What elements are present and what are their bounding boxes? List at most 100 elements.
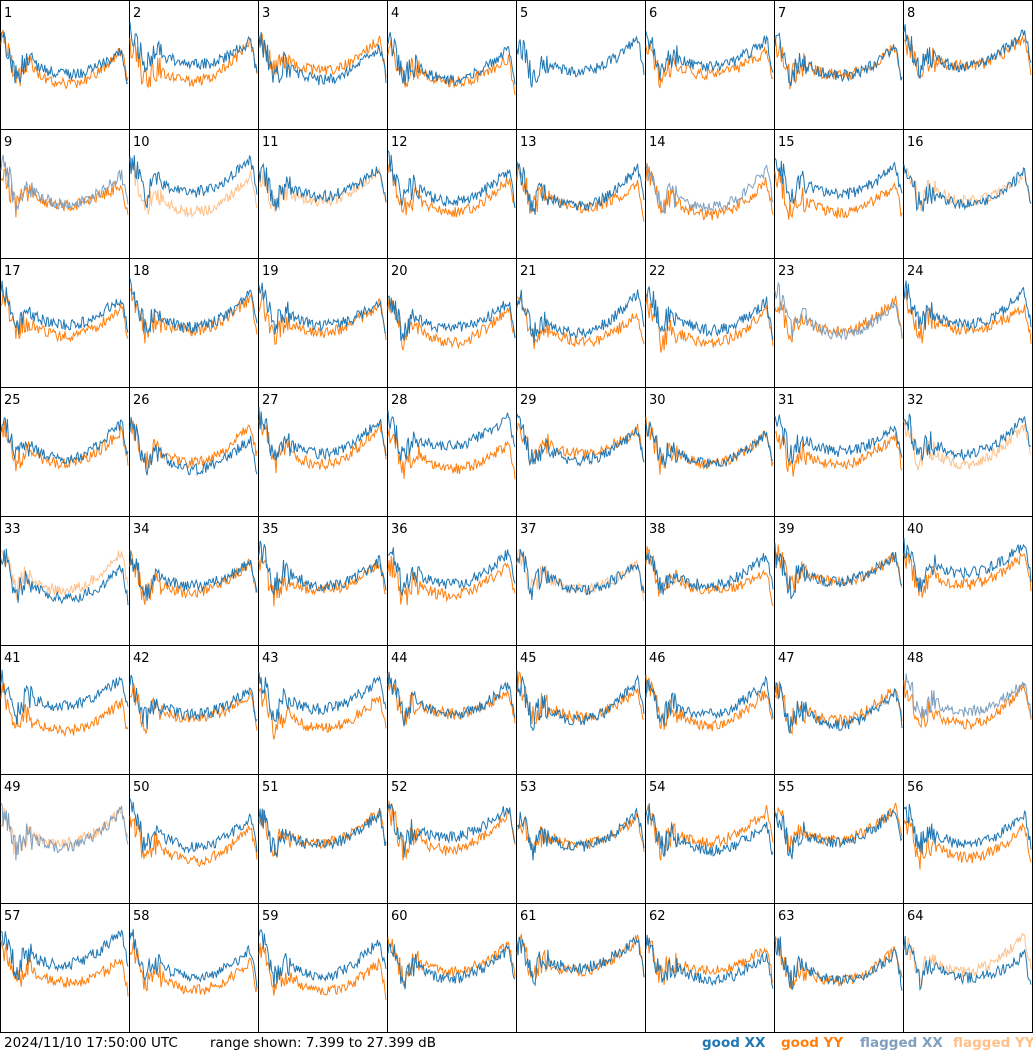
- panel-15: 15: [774, 129, 904, 259]
- trace-yy: [774, 430, 903, 477]
- panel-4: 4: [387, 0, 517, 130]
- panel-52: 52: [387, 774, 517, 904]
- panel-7: 7: [774, 0, 904, 130]
- trace-yy: [645, 940, 774, 986]
- trace-xx: [774, 543, 903, 600]
- trace-xx: [258, 929, 387, 988]
- panel-label: 22: [649, 264, 666, 279]
- trace-xx: [387, 803, 516, 858]
- panel-frame: [516, 0, 646, 130]
- panel-42: 42: [129, 645, 259, 775]
- panel-label: 38: [649, 522, 666, 537]
- trace-xx: [645, 286, 774, 340]
- panel-label: 5: [520, 6, 528, 21]
- trace-xx: [645, 803, 774, 857]
- trace-xx: [129, 929, 258, 989]
- trace-xx: [129, 22, 258, 73]
- trace-yy: [129, 942, 258, 995]
- panel-label: 8: [907, 6, 915, 21]
- panel-label: 37: [520, 522, 537, 537]
- panel-19: 19: [258, 258, 388, 388]
- panel-26: 26: [129, 387, 259, 517]
- trace-xx: [387, 410, 516, 462]
- trace-yy: [387, 295, 516, 351]
- trace-yy: [387, 673, 516, 726]
- panel-label: 55: [778, 780, 795, 795]
- panel-label: 60: [391, 909, 408, 924]
- trace-xx: [516, 936, 645, 987]
- trace-yy: [516, 294, 645, 350]
- trace-yy: [903, 419, 1032, 471]
- panel-label: 6: [649, 6, 657, 21]
- trace-xx: [0, 548, 129, 606]
- trace-xx: [645, 421, 774, 469]
- legend-flagged-yy: flagged YY: [953, 1035, 1033, 1051]
- trace-xx: [903, 164, 1032, 212]
- panel-5: 5: [516, 0, 646, 130]
- panel-label: 48: [907, 651, 924, 666]
- trace-xx: [387, 943, 516, 990]
- panel-label: 41: [4, 651, 21, 666]
- panel-45: 45: [516, 645, 646, 775]
- trace-xx: [0, 280, 129, 335]
- trace-xx: [645, 675, 774, 726]
- trace-yy: [258, 809, 387, 859]
- panel-frame: [645, 0, 775, 130]
- trace-xx: [645, 552, 774, 595]
- timestamp: 2024/11/10 17:50:00 UTC: [4, 1035, 178, 1051]
- panel-10: 10: [129, 129, 259, 259]
- trace-xx: [903, 538, 1032, 592]
- panel-label: 57: [4, 909, 21, 924]
- panel-8: 8: [903, 0, 1033, 130]
- trace-xx: [774, 157, 903, 204]
- panel-23: 23: [774, 258, 904, 388]
- trace-yy: [0, 289, 129, 343]
- trace-yy: [516, 671, 645, 725]
- trace-xx: [774, 32, 903, 87]
- trace-xx: [387, 671, 516, 727]
- trace-yy: [903, 291, 1032, 344]
- panel-21: 21: [516, 258, 646, 388]
- trace-yy: [645, 162, 774, 221]
- panel-31: 31: [774, 387, 904, 517]
- panel-48: 48: [903, 645, 1033, 775]
- panel-62: 62: [645, 903, 775, 1033]
- panel-24: 24: [903, 258, 1033, 388]
- panel-57: 57: [0, 903, 130, 1033]
- trace-yy: [774, 544, 903, 592]
- panel-label: 2: [133, 6, 141, 21]
- panel-25: 25: [0, 387, 130, 517]
- panel-label: 54: [649, 780, 666, 795]
- panel-38: 38: [645, 516, 775, 646]
- panel-label: 34: [133, 522, 150, 537]
- panel-34: 34: [129, 516, 259, 646]
- panel-frame: [0, 0, 130, 130]
- trace-yy: [258, 291, 387, 345]
- trace-yy: [129, 550, 258, 605]
- trace-xx: [0, 154, 129, 211]
- panel-label: 56: [907, 780, 924, 795]
- trace-yy: [129, 816, 258, 868]
- panel-label: 10: [133, 135, 150, 150]
- trace-yy: [129, 37, 258, 89]
- panel-44: 44: [387, 645, 517, 775]
- panel-29: 29: [516, 387, 646, 517]
- trace-xx: [903, 803, 1032, 855]
- trace-xx: [388, 547, 516, 596]
- panel-55: 55: [774, 774, 904, 904]
- panel-label: 9: [4, 135, 12, 150]
- panel-11: 11: [258, 129, 388, 259]
- panel-3: 3: [258, 0, 388, 130]
- trace-xx: [903, 673, 1032, 719]
- trace-xx: [516, 289, 645, 343]
- trace-xx: [129, 674, 258, 730]
- trace-yy: [129, 682, 258, 735]
- panel-label: 29: [520, 393, 537, 408]
- trace-xx: [645, 934, 774, 989]
- trace-xx: [516, 670, 645, 732]
- panel-label: 42: [133, 651, 150, 666]
- panel-label: 61: [520, 909, 537, 924]
- panel-39: 39: [774, 516, 904, 646]
- panel-61: 61: [516, 903, 646, 1033]
